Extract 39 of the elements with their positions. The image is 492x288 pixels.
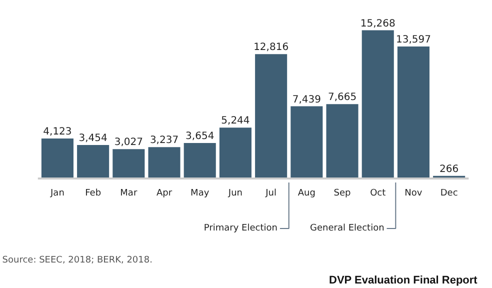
bar [255,54,288,178]
data-label: 3,654 [186,131,214,142]
bar [184,143,216,178]
x-tick-label: Sep [334,188,352,198]
data-label: 3,237 [150,135,179,146]
data-label: 266 [440,164,459,175]
bar [148,147,180,178]
data-label: 3,454 [78,132,108,144]
x-tick-label: Oct [370,188,386,198]
data-label: 3,027 [114,137,143,148]
x-tick-label: Dec [440,188,458,198]
data-label: 15,268 [360,18,396,30]
data-label: 4,123 [43,126,72,138]
x-tick-label: Jul [264,188,276,198]
x-tick-label: Jan [50,188,64,198]
bar [77,144,110,178]
x-tick-label: May [190,188,210,198]
x-tick-label: Jun [227,188,242,198]
data-label: 7,665 [328,92,357,104]
data-label: 12,816 [254,42,289,54]
bar [397,46,430,178]
data-label: 13,597 [396,34,431,46]
data-label: 7,439 [292,94,321,106]
bar [290,106,323,178]
ref-line-label: General Election [310,224,384,234]
bar [326,104,358,178]
data-label: 5,244 [221,116,250,127]
x-tick-label: Apr [156,188,172,198]
x-tick-label: Mar [120,188,138,198]
x-tick-label: Aug [298,188,316,198]
x-tick-label: Nov [404,188,423,198]
text: DVP Evaluation Final Report [329,274,478,286]
bar [362,30,394,178]
ref-line-label: Primary Election [204,224,278,234]
bar [219,128,252,178]
bar [112,149,145,178]
source-note: Source: SEEC, 2018; BERK, 2018. [2,256,152,266]
bar [41,138,74,178]
x-tick-label: Feb [85,188,102,198]
